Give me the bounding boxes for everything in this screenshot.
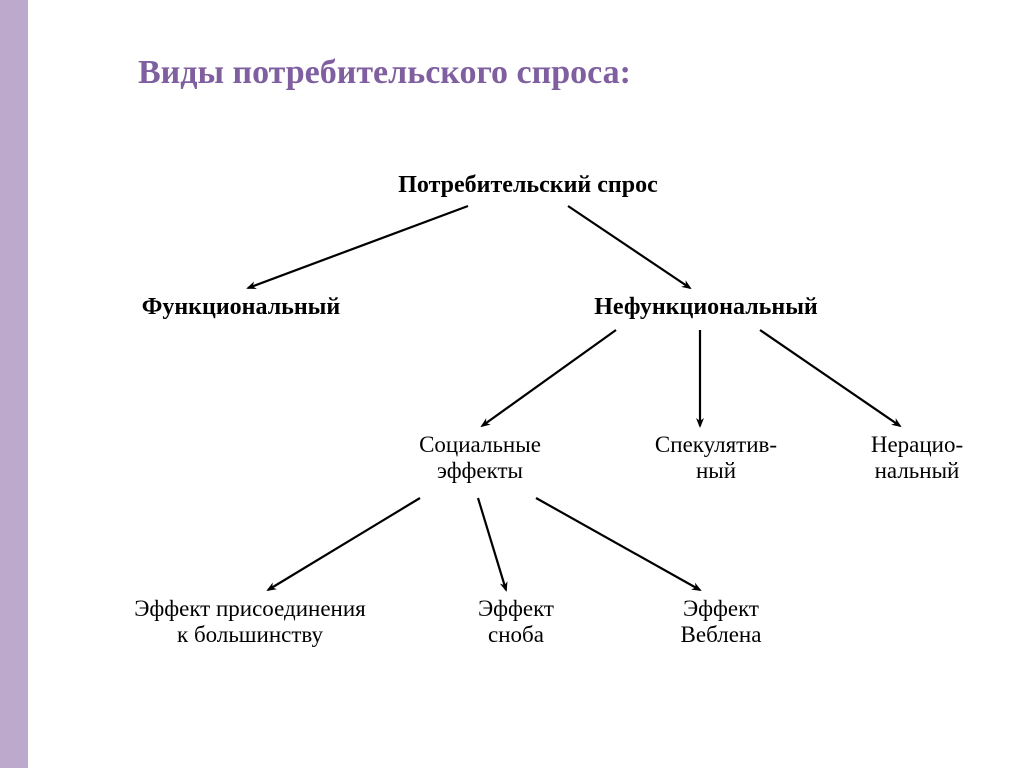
node-speculative: Спекулятив- ный [626,432,806,485]
node-functional: Функциональный [116,294,366,322]
arrows-layer [0,0,1024,768]
slide: Виды потребительского спроса: Потребител… [0,0,1024,768]
node-nonfunctional: Нефункциональный [566,294,846,322]
node-bandwagon: Эффект присоединения к большинству [100,596,400,649]
node-social-effects: Социальные эффекты [380,432,580,485]
side-accent-bar [0,0,28,768]
edge-arrow [248,206,468,288]
node-snob: Эффект сноба [436,596,596,649]
edge-arrow [478,498,506,590]
edge-arrow [760,330,900,426]
node-root: Потребительский спрос [378,172,678,200]
edge-arrow [536,498,700,590]
edge-arrow [482,330,616,426]
edge-arrow [568,206,690,288]
edge-arrow [268,498,420,590]
slide-title: Виды потребительского спроса: [138,54,631,92]
node-veblen: Эффект Веблена [636,596,806,649]
node-irrational: Нерацио- нальный [832,432,1002,485]
